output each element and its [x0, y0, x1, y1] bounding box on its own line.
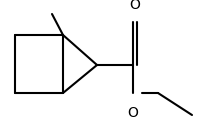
- Text: O: O: [129, 0, 140, 12]
- Text: O: O: [127, 106, 138, 120]
